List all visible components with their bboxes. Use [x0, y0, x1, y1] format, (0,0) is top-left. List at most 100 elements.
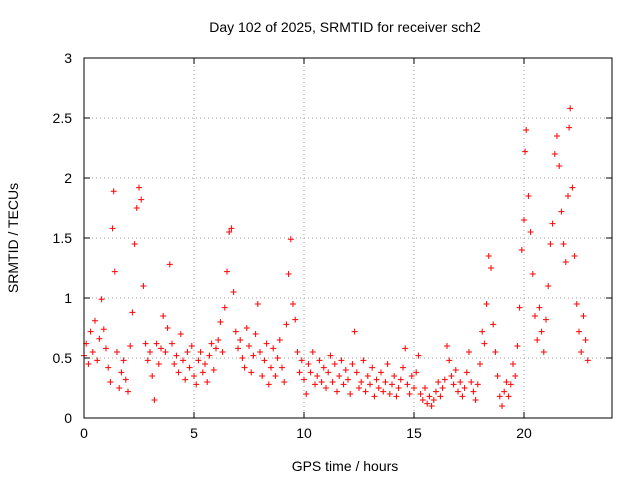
- data-point: [507, 381, 514, 388]
- data-point: [406, 391, 413, 397]
- data-point: [243, 325, 250, 331]
- data-point: [488, 265, 494, 271]
- data-point: [347, 391, 354, 397]
- data-point: [252, 331, 259, 337]
- data-point: [188, 343, 195, 349]
- data-point: [516, 304, 523, 311]
- y-tick-label: 0: [64, 410, 72, 426]
- data-point: [483, 301, 490, 307]
- data-point: [239, 355, 246, 361]
- data-point: [450, 381, 457, 388]
- grid-lines: [84, 58, 612, 418]
- data-point: [287, 236, 294, 243]
- data-point: [373, 376, 380, 383]
- data-point: [499, 403, 505, 409]
- data-point: [259, 373, 266, 379]
- data-point: [314, 373, 321, 379]
- data-point: [248, 369, 255, 376]
- data-point: [303, 391, 310, 397]
- x-axis-label: GPS time / hours: [292, 458, 399, 474]
- data-point: [204, 379, 211, 385]
- data-point: [226, 229, 233, 235]
- data-point: [235, 345, 241, 352]
- data-point: [250, 352, 257, 359]
- data-point: [411, 385, 417, 391]
- data-point: [171, 361, 178, 367]
- data-point: [345, 376, 351, 383]
- data-point: [298, 357, 305, 364]
- data-point: [257, 349, 263, 355]
- data-point: [485, 253, 492, 259]
- data-point: [474, 381, 481, 388]
- data-point: [268, 364, 274, 371]
- data-point: [461, 385, 468, 391]
- data-point: [459, 393, 466, 400]
- data-point: [182, 376, 189, 383]
- data-point: [265, 381, 272, 388]
- data-point: [391, 373, 398, 379]
- data-point: [292, 316, 299, 323]
- data-point: [380, 388, 387, 395]
- data-point: [384, 361, 391, 367]
- data-point: [312, 381, 318, 388]
- data-point: [514, 343, 521, 349]
- data-point: [281, 379, 288, 385]
- data-point: [191, 373, 197, 379]
- data-point: [567, 105, 574, 112]
- data-point: [272, 373, 279, 379]
- data-point: [307, 369, 314, 376]
- data-point: [98, 296, 105, 303]
- data-point: [532, 313, 538, 319]
- data-point: [369, 364, 376, 371]
- data-point: [246, 343, 252, 349]
- data-point: [457, 379, 464, 385]
- y-tick-label: 2: [64, 170, 72, 186]
- data-point: [296, 369, 303, 376]
- data-point: [419, 397, 426, 403]
- data-point: [116, 385, 123, 391]
- x-tick-label: 10: [296, 425, 312, 441]
- data-point: [127, 343, 134, 349]
- data-point: [186, 364, 193, 371]
- data-point: [382, 379, 389, 385]
- data-point: [413, 369, 420, 376]
- data-point: [320, 364, 327, 371]
- data-point: [129, 309, 136, 316]
- data-point: [582, 337, 589, 343]
- data-point: [96, 335, 103, 342]
- data-point: [342, 367, 349, 373]
- data-point: [397, 376, 404, 383]
- y-tick-label: 2.5: [53, 110, 73, 126]
- y-tick-label: 3: [64, 50, 72, 66]
- data-point: [525, 193, 532, 199]
- data-point: [371, 393, 378, 400]
- data-point: [193, 381, 200, 388]
- data-point: [100, 326, 107, 333]
- data-point: [195, 357, 202, 364]
- data-point: [424, 400, 431, 407]
- data-point: [232, 328, 239, 335]
- data-point: [158, 345, 164, 352]
- data-point: [540, 349, 547, 355]
- data-point: [356, 385, 362, 391]
- data-point: [149, 373, 156, 379]
- data-point: [446, 357, 453, 364]
- data-point: [569, 184, 576, 191]
- data-point: [472, 397, 479, 403]
- data-point: [351, 328, 358, 335]
- data-point: [318, 379, 325, 385]
- data-point: [536, 304, 543, 311]
- data-point: [358, 379, 365, 385]
- data-point: [422, 385, 428, 391]
- data-point: [199, 369, 206, 376]
- data-point: [494, 373, 501, 379]
- data-point: [549, 220, 556, 227]
- data-point: [522, 148, 529, 155]
- data-point: [375, 385, 382, 391]
- data-point: [217, 319, 224, 325]
- data-point: [521, 217, 527, 223]
- data-point: [558, 208, 565, 215]
- data-point: [496, 393, 503, 400]
- data-point: [210, 367, 217, 373]
